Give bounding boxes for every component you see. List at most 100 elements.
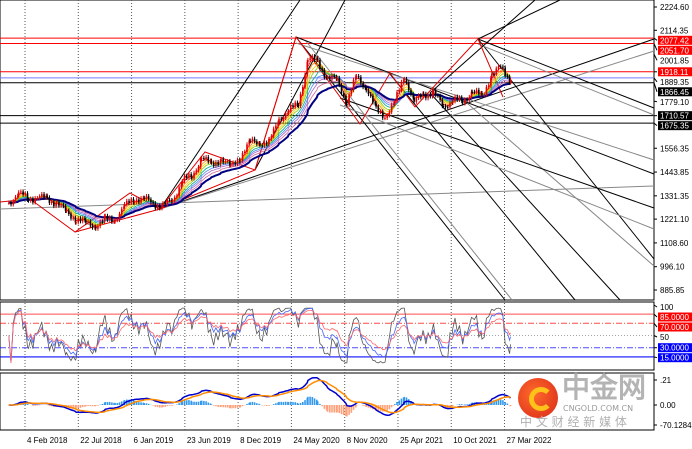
candle-body	[377, 106, 380, 112]
candle-body	[120, 208, 123, 214]
price-tick-label: 1556.35	[660, 144, 689, 153]
candle-body	[508, 76, 511, 83]
trendline[interactable]	[477, 0, 561, 40]
trendline[interactable]	[0, 185, 655, 210]
candle-body	[497, 66, 500, 69]
candle-body	[156, 205, 159, 209]
watermark-logo-swirl-icon	[529, 387, 553, 411]
trendline[interactable]	[429, 92, 621, 301]
candle-body	[425, 93, 427, 99]
macd-histogram-bar	[268, 405, 270, 406]
candle-body	[365, 87, 368, 91]
candle-body	[75, 222, 77, 224]
macd-histogram-bar	[365, 405, 368, 407]
price-tick-label: 1108.60	[660, 239, 689, 248]
macd-histogram-bar	[375, 405, 377, 411]
watermark-brand: 中金网	[562, 371, 647, 404]
candle-body	[168, 199, 171, 201]
macd-histogram-bar	[236, 405, 239, 408]
trendline[interactable]	[429, 0, 536, 94]
candle-body	[219, 160, 222, 165]
macd-histogram-bar	[342, 405, 345, 415]
macd-histogram-bar	[352, 405, 355, 410]
candle-body	[464, 99, 466, 104]
macd-histogram-bar	[113, 402, 115, 405]
candle-body	[415, 97, 418, 102]
trendline[interactable]	[159, 38, 655, 210]
candle-body	[258, 143, 260, 145]
price-level-label: 1866.45	[660, 88, 689, 97]
macd-histogram-bar	[311, 396, 314, 405]
macd-histogram-bar	[26, 403, 29, 405]
price-tick-label: 996.10	[660, 263, 685, 272]
trendline[interactable]	[159, 50, 655, 210]
candle-body	[434, 90, 437, 96]
macd-histogram-bar	[325, 405, 328, 411]
macd-histogram-bar	[24, 402, 27, 405]
candle-body	[97, 226, 99, 229]
candle-body	[478, 89, 480, 95]
macd-histogram-bar	[321, 405, 323, 407]
macd-histogram-bar	[256, 403, 258, 405]
candle-body	[311, 56, 314, 59]
macd-histogram-bar	[497, 399, 500, 405]
main-panel	[0, 0, 655, 301]
trendline[interactable]	[477, 43, 655, 116]
trendline[interactable]	[159, 0, 301, 210]
candle-body	[386, 115, 388, 118]
macd-histogram-bar	[188, 400, 190, 405]
candle-body	[193, 172, 195, 179]
candle-body	[106, 215, 109, 220]
candle-body	[466, 99, 468, 101]
macd-histogram-bar	[499, 399, 502, 405]
candle-body	[94, 226, 97, 229]
macd-histogram-bar	[265, 405, 268, 407]
candle-body	[364, 87, 367, 89]
macd-histogram-bar	[464, 404, 466, 405]
axis-tick	[653, 37, 658, 41]
macd-histogram-bar	[114, 402, 116, 405]
candle-body	[265, 142, 268, 145]
candle-body	[481, 93, 483, 95]
candle-body	[263, 142, 266, 146]
macd-histogram-bar	[48, 405, 51, 406]
candle-body	[458, 97, 461, 100]
macd-histogram-bar	[410, 401, 412, 405]
candle-body	[152, 202, 154, 204]
candle-body	[470, 91, 473, 98]
candle-body	[45, 195, 48, 198]
axis-tick	[653, 43, 658, 51]
macd-histogram-bar	[154, 405, 157, 407]
macd-histogram-bar	[393, 404, 396, 405]
macd-histogram-bar	[166, 405, 169, 407]
macd-histogram-bar	[162, 405, 164, 408]
candle-body	[224, 161, 227, 163]
macd-histogram-bar	[282, 401, 285, 405]
candle-body	[333, 75, 336, 77]
trendline[interactable]	[295, 36, 506, 301]
price-tick-label: 1221.10	[660, 215, 689, 224]
candle-body	[173, 197, 176, 202]
trendline[interactable]	[339, 97, 655, 209]
candle-body	[259, 143, 261, 146]
trendline[interactable]	[339, 104, 655, 230]
macd-histogram-bar	[340, 405, 343, 415]
time-tick-label: 23 Jun 2019	[187, 436, 232, 445]
trendline[interactable]	[389, 73, 576, 301]
candle-body	[34, 198, 36, 203]
macd-histogram-bar	[210, 404, 213, 405]
candle-body	[91, 225, 94, 228]
candle-body	[354, 76, 357, 80]
trendline[interactable]	[477, 38, 655, 109]
trendline[interactable]	[295, 42, 655, 161]
trendline[interactable]	[295, 36, 655, 175]
macd-histogram-bar	[315, 399, 318, 405]
trendline[interactable]	[459, 96, 655, 267]
macd-histogram-bar	[326, 405, 329, 412]
candle-body	[195, 170, 198, 173]
candle-body	[89, 221, 92, 226]
macd-histogram-bar	[336, 405, 338, 413]
macd-histogram-bar	[328, 405, 331, 413]
